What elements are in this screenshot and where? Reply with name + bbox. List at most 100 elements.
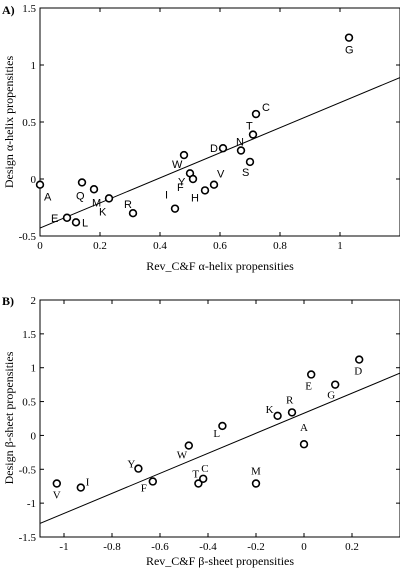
data-point: [251, 479, 261, 488]
data-point: [209, 180, 219, 189]
point-label: Y: [178, 176, 186, 188]
panel-label: A): [2, 3, 15, 17]
point-label: W: [177, 450, 188, 462]
y-tick-label: 1.5: [22, 329, 36, 341]
point-label: M: [92, 197, 101, 209]
plot-frame: [39, 299, 400, 538]
point-label: G: [327, 390, 335, 402]
point-label: I: [165, 190, 168, 202]
point-label: V: [217, 169, 225, 181]
data-point: [89, 185, 99, 194]
x-tick-label: 0: [37, 240, 43, 252]
data-point: [199, 474, 208, 483]
point-label: A: [300, 422, 308, 434]
x-tick-label: 0: [301, 541, 307, 553]
data-point: [76, 483, 86, 492]
data-point: [179, 150, 189, 160]
point-label: D: [354, 366, 362, 378]
y-tick-label: 0.5: [22, 397, 36, 409]
panel-label: B): [2, 294, 14, 308]
point-label: T: [246, 121, 253, 133]
data-point: [188, 174, 198, 184]
point-label: C: [262, 102, 270, 114]
y-tick-label: -1: [27, 498, 36, 510]
data-point: [194, 479, 203, 488]
data-point: [134, 464, 143, 473]
point-label: Y: [127, 459, 135, 471]
x-tick-label: -0.8: [103, 541, 121, 553]
y-tick-label: 0.5: [22, 117, 36, 129]
data-point: [251, 109, 261, 119]
point-label: I: [86, 477, 90, 489]
point-label: T: [192, 469, 199, 481]
data-point: [273, 411, 282, 420]
x-tick-label: -0.6: [151, 541, 169, 553]
point-label: W: [172, 159, 183, 171]
data-point: [184, 441, 194, 450]
y-tick-label: -1.5: [19, 532, 37, 544]
x-tick-label: 0.4: [153, 240, 167, 252]
point-label: G: [345, 45, 354, 57]
data-point: [148, 477, 158, 486]
point-label: V: [53, 490, 61, 502]
data-point: [62, 213, 72, 222]
point-label: K: [266, 404, 274, 416]
y-tick-label: -0.5: [19, 464, 37, 476]
x-tick-label: 0.8: [273, 240, 287, 252]
data-point: [299, 440, 309, 449]
point-label: N: [236, 137, 244, 149]
point-label: R: [286, 394, 294, 406]
data-point: [52, 479, 61, 488]
point-label: M: [251, 466, 261, 478]
x-tick-label: -1: [59, 541, 68, 553]
x-tick-label: -0.4: [199, 541, 217, 553]
data-point: [287, 408, 297, 417]
data-point: [35, 180, 45, 189]
point-label: K: [99, 206, 107, 218]
point-label: C: [201, 463, 208, 475]
x-axis-label: Rev_C&F α-helix propensities: [146, 259, 294, 273]
point-label: F: [141, 482, 147, 494]
x-axis-label: Rev_C&F β-sheet propensities: [146, 554, 294, 568]
data-point: [218, 144, 228, 153]
y-tick-label: 0: [31, 430, 37, 442]
point-label: E: [51, 213, 58, 225]
point-label: L: [213, 428, 220, 440]
y-tick-label: 1.5: [22, 3, 36, 15]
data-point: [331, 380, 340, 389]
x-tick-label: 0.2: [93, 240, 107, 252]
data-point: [170, 204, 180, 213]
point-label: A: [44, 192, 52, 204]
data-point: [71, 218, 81, 227]
data-point: [355, 355, 364, 364]
y-tick-label: 1: [31, 363, 37, 375]
y-tick-label: 2: [31, 295, 37, 307]
point-label: F: [177, 182, 184, 194]
y-axis-label: Design β-sheet propensities: [2, 351, 16, 484]
fit-line: [40, 77, 400, 229]
data-point: [236, 146, 246, 155]
y-tick-label: -0.5: [19, 231, 37, 243]
chart-panel-b: -1 -0.8 -0.6 -0.4 -0.2 0 0.2 -1.5 -1 -0.5 0 0.5 1 1.5…: [2, 294, 400, 568]
y-tick-label: 1: [31, 60, 37, 72]
data-point: [77, 178, 87, 187]
point-label: L: [82, 217, 88, 229]
point-label: R: [124, 199, 132, 211]
data-point: [245, 157, 255, 167]
x-tick-label: 0.6: [213, 240, 227, 252]
data-point: [307, 370, 316, 379]
x-tick-label: 0.2: [345, 541, 359, 553]
x-tick-label: -0.2: [247, 541, 264, 553]
x-tick-label: 1: [337, 240, 343, 252]
fit-line: [40, 372, 400, 524]
data-point: [104, 194, 114, 203]
point-label: Q: [76, 190, 85, 202]
point-label: S: [242, 167, 249, 179]
data-point: [200, 186, 210, 195]
data-point: [344, 33, 354, 42]
y-axis-label: Design α-helix propensities: [2, 56, 16, 189]
data-point: [248, 130, 258, 139]
y-tick-label: 0: [31, 174, 37, 186]
